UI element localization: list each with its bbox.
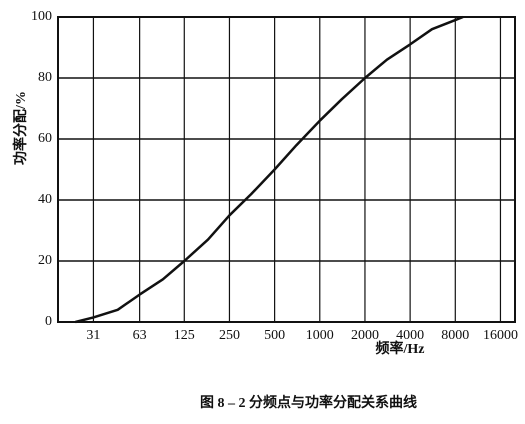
- x-tick-label: 250: [219, 328, 240, 343]
- x-tick-label: 4000: [396, 328, 424, 343]
- y-tick-label: 100: [31, 9, 52, 24]
- data-line: [75, 15, 464, 324]
- x-tick-label: 16000: [483, 328, 518, 343]
- y-tick-label: 0: [45, 314, 52, 329]
- x-tick-label: 8000: [441, 328, 469, 343]
- x-tick-label: 31: [86, 328, 100, 343]
- y-tick-label: 80: [38, 70, 52, 85]
- plot-frame: [57, 16, 516, 323]
- x-tick-label: 2000: [351, 328, 379, 343]
- x-tick-label: 63: [133, 328, 147, 343]
- y-tick-label: 60: [38, 131, 52, 146]
- x-tick-label: 125: [174, 328, 195, 343]
- x-axis-label: 频率/Hz: [376, 340, 425, 357]
- chart-title: 图 8 – 2 分频点与功率分配关系曲线: [200, 394, 417, 411]
- x-tick-label: 500: [264, 328, 285, 343]
- x-tick-label: 1000: [306, 328, 334, 343]
- y-tick-label: 20: [38, 253, 52, 268]
- y-tick-label: 40: [38, 192, 52, 207]
- y-axis-label: 功率分配/%: [12, 91, 29, 165]
